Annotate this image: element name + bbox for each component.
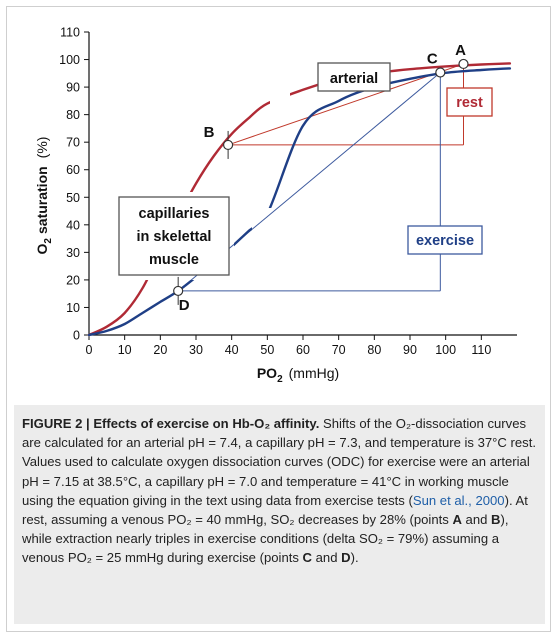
- point-a-marker: [458, 58, 469, 70]
- x-axis-title: PO2 (mmHg): [257, 365, 339, 385]
- guide-lines: [177, 63, 464, 292]
- curves: [87, 62, 512, 337]
- x-tick-label: 100: [435, 343, 456, 357]
- y-tick-label: 40: [66, 218, 80, 232]
- y-axis-title-main: O: [34, 243, 50, 254]
- arterial-label-box: arterial: [317, 62, 391, 92]
- x-tick-label: 20: [153, 343, 167, 357]
- capillaries-label-line-1: capillaries: [139, 206, 210, 222]
- caption-body-1: Shifts of the O₂-dissociation curves are…: [22, 416, 536, 508]
- x-tick-label: 90: [403, 343, 417, 357]
- y-ticks: 0 10 20 30 40 50 60 70 80 90 100 110: [59, 26, 89, 343]
- y-tick-label: 80: [66, 108, 80, 122]
- y-axis-title-sub: 2: [43, 238, 54, 244]
- point-b-label: B: [204, 124, 215, 141]
- y-tick-label: 0: [73, 329, 80, 343]
- x-tick-label: 40: [225, 343, 239, 357]
- y-axis-title: O2 saturation (%): [34, 137, 54, 255]
- caption-and-2: and: [312, 550, 342, 566]
- point-c-label: C: [427, 50, 438, 67]
- caption-point-b: B: [491, 512, 501, 528]
- y-tick-label: 90: [66, 81, 80, 95]
- x-tick-label: 60: [296, 343, 310, 357]
- x-tick-label: 50: [260, 343, 274, 357]
- caption-body-3: ), while extraction nearly triples in ex…: [22, 512, 509, 566]
- y-axis-title-unit: (%): [34, 137, 50, 159]
- rest-label: rest: [456, 95, 483, 111]
- exercise-label-box: exercise: [407, 225, 483, 255]
- y-tick-label: 110: [60, 26, 80, 40]
- x-axis-title-sub: 2: [277, 374, 283, 385]
- guide-a-b-diagonal: [227, 63, 464, 146]
- x-tick-label: 10: [118, 343, 132, 357]
- y-tick-label: 10: [66, 301, 80, 315]
- figure-caption: FIGURE 2 | Effects of exercise on Hb-O₂ …: [22, 414, 540, 568]
- x-axis-title-unit: (mmHg): [289, 365, 340, 381]
- caption-point-a: A: [452, 512, 462, 528]
- point-b-marker: [223, 139, 234, 151]
- x-tick-label: 30: [189, 343, 203, 357]
- capillaries-label-line-2: in skelettal: [137, 229, 212, 245]
- point-c-marker: [435, 67, 446, 78]
- caption-body-2: ). At rest, assuming a venous PO₂ = 40 m…: [22, 492, 528, 528]
- points: A B C D: [173, 42, 469, 314]
- y-tick-label: 30: [66, 246, 80, 260]
- x-tick-label: 80: [367, 343, 381, 357]
- y-axis-title-rest: saturation: [34, 166, 50, 234]
- arterial-label: arterial: [330, 71, 378, 87]
- y-tick-label: 50: [66, 191, 80, 205]
- caption-body-4: ).: [350, 550, 359, 566]
- caption-citation-link[interactable]: Sun et al., 2000: [412, 492, 505, 508]
- caption-point-d: D: [341, 550, 351, 566]
- rest-label-box: rest: [446, 87, 493, 117]
- point-d-label: D: [179, 297, 190, 314]
- exercise-label: exercise: [416, 233, 474, 249]
- o2-dissociation-chart: 0 10 20 30 40 50 60 70 80 90 100 110 0 10 20 30 40 50 60 7…: [34, 26, 517, 385]
- capillaries-label-line-3: muscle: [149, 252, 199, 268]
- capillaries-label-box: capillaries in skelettal muscle: [118, 196, 230, 276]
- exercise-curve: [87, 67, 512, 337]
- caption-point-c: C: [302, 550, 313, 566]
- x-tick-label: 0: [86, 343, 93, 357]
- y-tick-label: 20: [66, 273, 80, 287]
- rest-curve: [87, 62, 512, 337]
- x-axis-title-main: PO: [257, 365, 277, 381]
- point-a-label: A: [455, 42, 466, 59]
- y-tick-label: 60: [66, 163, 80, 177]
- caption-and-1: and: [461, 512, 492, 528]
- x-tick-label: 70: [332, 343, 346, 357]
- point-d-marker: [173, 285, 184, 297]
- caption-title: FIGURE 2 | Effects of exercise on Hb-O₂ …: [22, 416, 320, 431]
- x-ticks: 0 10 20 30 40 50 60 70 80 90 100 110: [86, 335, 491, 357]
- axes: 0 10 20 30 40 50 60 70 80 90 100 110 0 10 20 30 40 50 60 7…: [59, 26, 517, 357]
- x-tick-label: 110: [471, 343, 491, 357]
- y-tick-label: 70: [66, 136, 80, 150]
- caption-panel: [14, 405, 545, 624]
- y-tick-label: 100: [59, 53, 80, 67]
